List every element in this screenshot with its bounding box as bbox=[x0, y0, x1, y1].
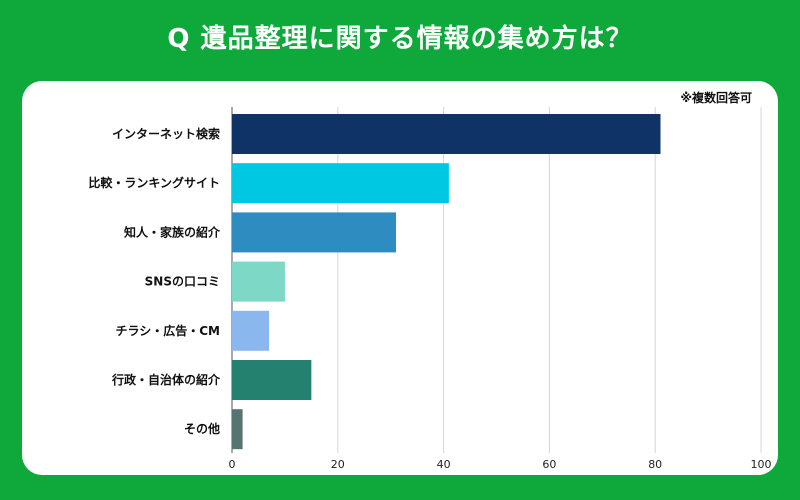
page-title: Q 遺品整理に関する情報の集め方は？ bbox=[167, 24, 633, 54]
x-tick-label: 40 bbox=[437, 458, 451, 471]
category-label: 知人・家族の紹介 bbox=[123, 224, 221, 239]
x-tick-label: 20 bbox=[331, 458, 345, 471]
bar bbox=[232, 310, 270, 351]
x-tick-label: 100 bbox=[751, 458, 772, 471]
x-tick-label: 0 bbox=[229, 458, 236, 471]
category-label: SNSの口コミ bbox=[145, 275, 220, 289]
x-tick-label: 80 bbox=[648, 458, 662, 471]
x-tick-label: 60 bbox=[542, 458, 556, 471]
bar bbox=[232, 360, 312, 400]
category-label: チラシ・広告・CM bbox=[115, 323, 220, 338]
multiple-answer-note: ※複数回答可 bbox=[680, 91, 752, 105]
bar bbox=[232, 114, 661, 154]
grid-lines bbox=[231, 107, 762, 453]
category-label: 比較・ランキングサイト bbox=[88, 175, 220, 190]
category-label: インターネット検索 bbox=[112, 126, 220, 141]
x-axis-ticks: 0 20 40 60 80 100 bbox=[229, 458, 772, 471]
category-label: 行政・自治体の紹介 bbox=[111, 372, 221, 387]
bar bbox=[232, 212, 396, 253]
bar bbox=[232, 409, 243, 450]
bar bbox=[232, 261, 285, 302]
bar bbox=[232, 163, 449, 204]
category-label: その他 bbox=[184, 421, 220, 436]
chart-card: ※複数回答可 インターネット検索比較・ランキングサイト知人・家族の紹介 SNSの口… bbox=[22, 81, 778, 475]
bars bbox=[232, 114, 661, 450]
